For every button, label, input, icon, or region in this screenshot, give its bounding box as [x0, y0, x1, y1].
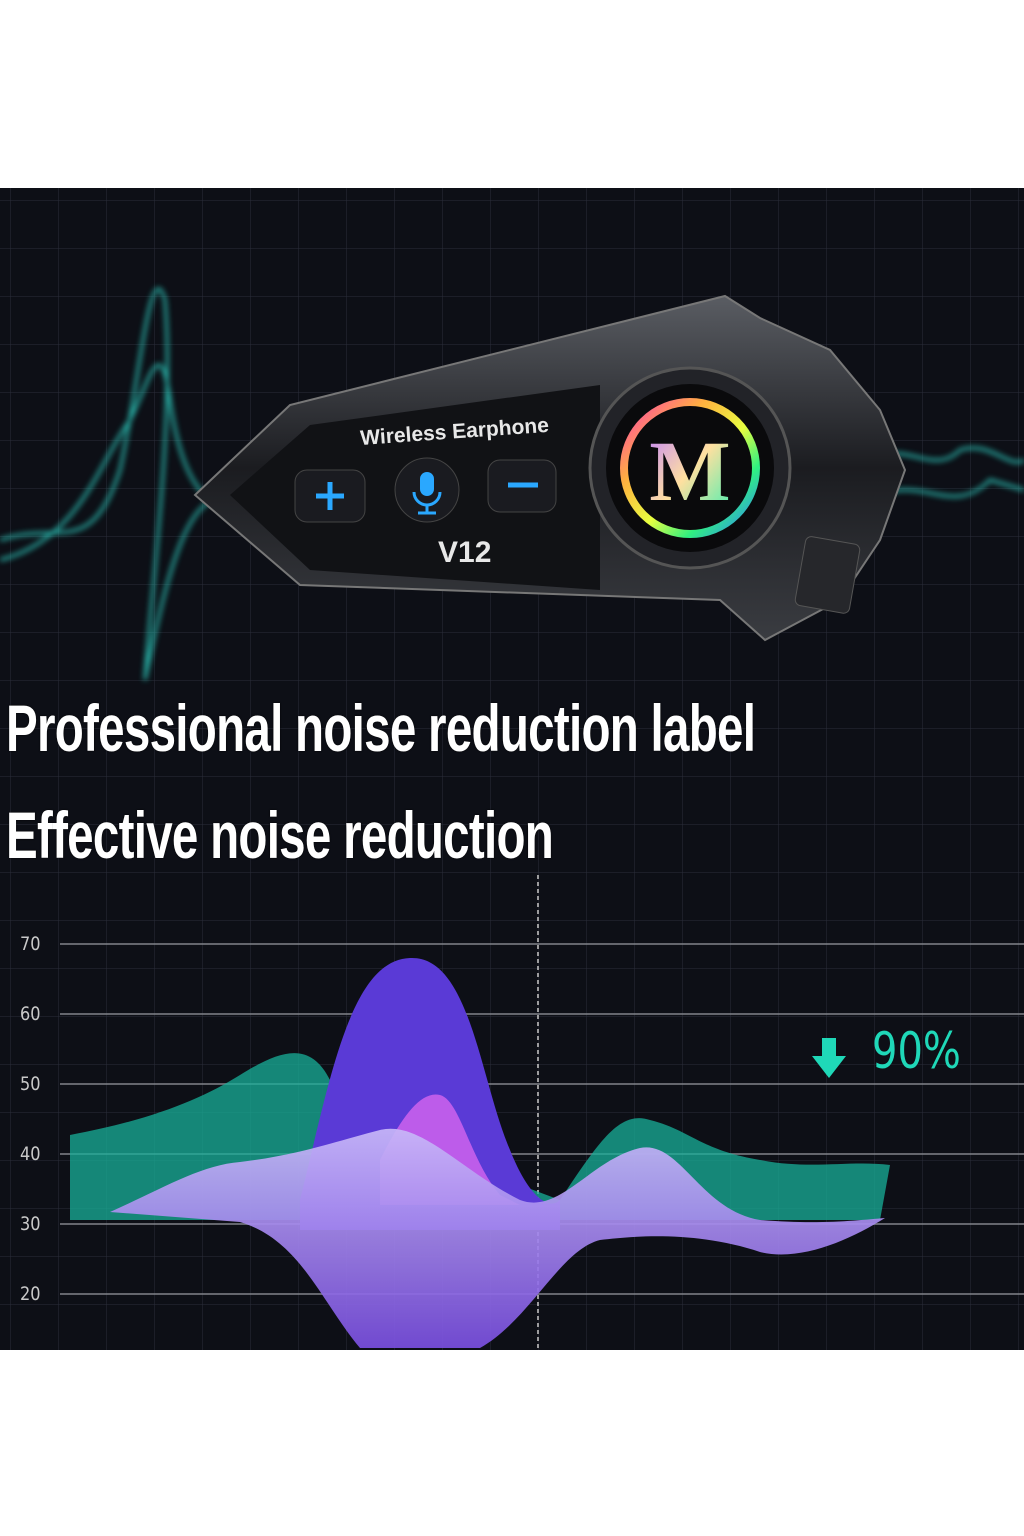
earphone-device: Wireless Earphone V12 M [193, 294, 907, 642]
mic-button[interactable] [394, 457, 460, 523]
lavender-wave [110, 1128, 885, 1348]
headline-line2: Effective noise reduction [6, 798, 554, 872]
y-tick: 40 [20, 1143, 41, 1165]
plus-button[interactable] [294, 469, 366, 523]
headline-line1: Professional noise reduction label [6, 691, 756, 765]
logo-letter: M [649, 423, 730, 519]
rgb-ring [620, 398, 760, 538]
arrow-down-icon [812, 1038, 846, 1078]
y-tick: 30 [20, 1213, 41, 1235]
model-label: V12 [438, 536, 491, 569]
reduction-percent: 90% [872, 1022, 961, 1080]
y-tick: 20 [20, 1283, 41, 1305]
y-tick: 70 [20, 933, 41, 955]
plus-icon [316, 482, 344, 510]
minus-button[interactable] [487, 459, 557, 513]
y-tick: 60 [20, 1003, 41, 1025]
y-tick: 50 [20, 1073, 41, 1095]
mic-icon [412, 472, 442, 515]
